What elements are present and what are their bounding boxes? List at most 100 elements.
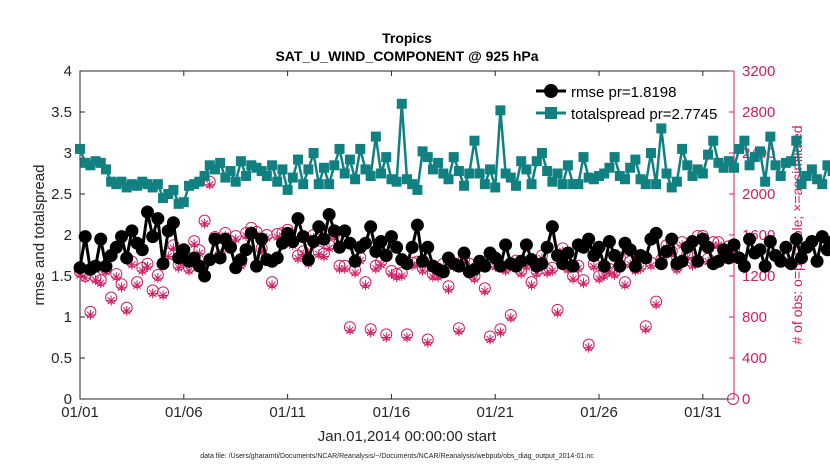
rmse-point	[737, 259, 751, 273]
totalspread-point	[645, 148, 656, 158]
totalspread-point	[396, 98, 407, 109]
obs-assimilated-point	[370, 263, 381, 274]
rmse-point	[156, 257, 170, 271]
rmse-point	[556, 257, 570, 271]
rmse-point	[358, 236, 372, 250]
rmse-point	[348, 254, 362, 268]
totalspread-point	[386, 174, 397, 185]
plot-area	[79, 70, 735, 400]
rmse-point	[400, 257, 414, 271]
totalspread-point	[552, 168, 563, 179]
rmse-point	[608, 249, 622, 262]
rmse-point	[73, 261, 87, 275]
totalspread-point	[573, 179, 584, 190]
obs-assimilated-point	[443, 284, 454, 295]
rmse-point	[140, 205, 154, 219]
totalspread-point	[485, 164, 496, 175]
totalspread-point	[568, 179, 579, 190]
totalspread-point	[438, 168, 449, 179]
totalspread-point	[339, 168, 350, 179]
totalspread-point	[376, 168, 387, 179]
obs-assimilated-point	[547, 265, 558, 276]
totalspread-point	[469, 135, 480, 146]
totalspread-point	[620, 174, 630, 185]
totalspread-point	[526, 179, 537, 190]
rmse-point	[421, 240, 435, 254]
x-axis-ticks: 01/01 01/06 01/11 01/16 01/21 01/26 01/31	[61, 71, 722, 421]
totalspread-point	[402, 174, 412, 185]
totalspread-point	[791, 135, 802, 146]
obs-assimilated-point	[324, 243, 335, 254]
rmse-point	[405, 240, 419, 254]
x-tick-label: 01/11	[269, 404, 305, 421]
rmse-point	[779, 240, 793, 254]
legend-rmse-marker	[544, 84, 558, 98]
totalspread-point	[723, 156, 734, 167]
rmse-point	[665, 232, 679, 246]
totalspread-point	[780, 157, 791, 168]
rmse-point	[691, 254, 705, 268]
rmse-point	[722, 251, 736, 265]
rmse-point	[244, 226, 258, 240]
rmse-point	[436, 265, 450, 279]
obs-assimilated-point	[204, 179, 215, 190]
rmse-point	[301, 253, 315, 267]
totalspread-point	[609, 152, 620, 163]
rmse-point	[192, 259, 206, 273]
rmse-point	[820, 243, 830, 257]
obs-assimilated-point	[152, 273, 163, 284]
y-right-tick-label: 2000	[742, 186, 775, 203]
totalspread-point	[630, 154, 641, 165]
y-left-tick-label: 1	[64, 309, 72, 326]
obs-assimilated-point	[417, 265, 428, 276]
totalspread-point	[121, 182, 132, 193]
totalspread-point	[163, 189, 174, 199]
totalspread-point	[749, 152, 760, 163]
legend-totalspread-marker	[545, 107, 557, 119]
rmse-point	[374, 235, 388, 249]
rmse-point	[478, 259, 492, 273]
y-left-tick-label: 3.5	[51, 104, 72, 121]
totalspread-point	[521, 164, 532, 175]
rmse-point	[369, 244, 383, 258]
y-axis-left-ticks: 0 0.5 1 1.5 2 2.5 3 3.5 4	[51, 63, 85, 408]
totalspread-point	[500, 168, 511, 179]
rmse-point	[597, 259, 611, 273]
totalspread-point	[744, 160, 755, 171]
totalspread-point	[184, 180, 194, 191]
totalspread-point	[448, 152, 459, 163]
obs-assimilated-point	[137, 265, 148, 276]
rmse-point	[711, 254, 725, 268]
totalspread-point	[168, 184, 179, 195]
y-right-tick-label: 0	[742, 391, 750, 408]
totalspread-point	[614, 170, 625, 181]
obs-assimilated-point	[552, 307, 563, 318]
y-right-tick-label: 3200	[742, 63, 775, 80]
rmse-point	[327, 224, 341, 238]
totalspread-point	[100, 164, 111, 175]
rmse-point	[457, 246, 471, 260]
totalspread-point	[697, 168, 708, 179]
totalspread-point	[126, 179, 137, 190]
rmse-point	[410, 218, 424, 232]
rmse-point	[493, 259, 507, 273]
totalspread-point	[381, 152, 392, 163]
totalspread-point	[75, 143, 85, 154]
totalspread-point	[474, 168, 485, 179]
totalspread-point	[116, 176, 127, 187]
rmse-point	[753, 243, 767, 257]
obs-assimilated-point	[485, 334, 496, 345]
rmse-point	[203, 253, 217, 267]
rmse-point	[125, 224, 139, 238]
totalspread-point	[479, 179, 490, 190]
rmse-point	[794, 251, 808, 265]
rmse-point	[89, 259, 103, 273]
totalspread-point	[651, 179, 662, 190]
obs-assimilated-point	[350, 267, 361, 278]
totalspread-point	[770, 160, 781, 171]
obs-assimilated-point	[526, 280, 537, 291]
totalspread-point	[713, 157, 724, 168]
totalspread-point	[199, 170, 210, 181]
totalspread-point	[505, 172, 516, 183]
chart-title: Tropics	[382, 30, 432, 46]
